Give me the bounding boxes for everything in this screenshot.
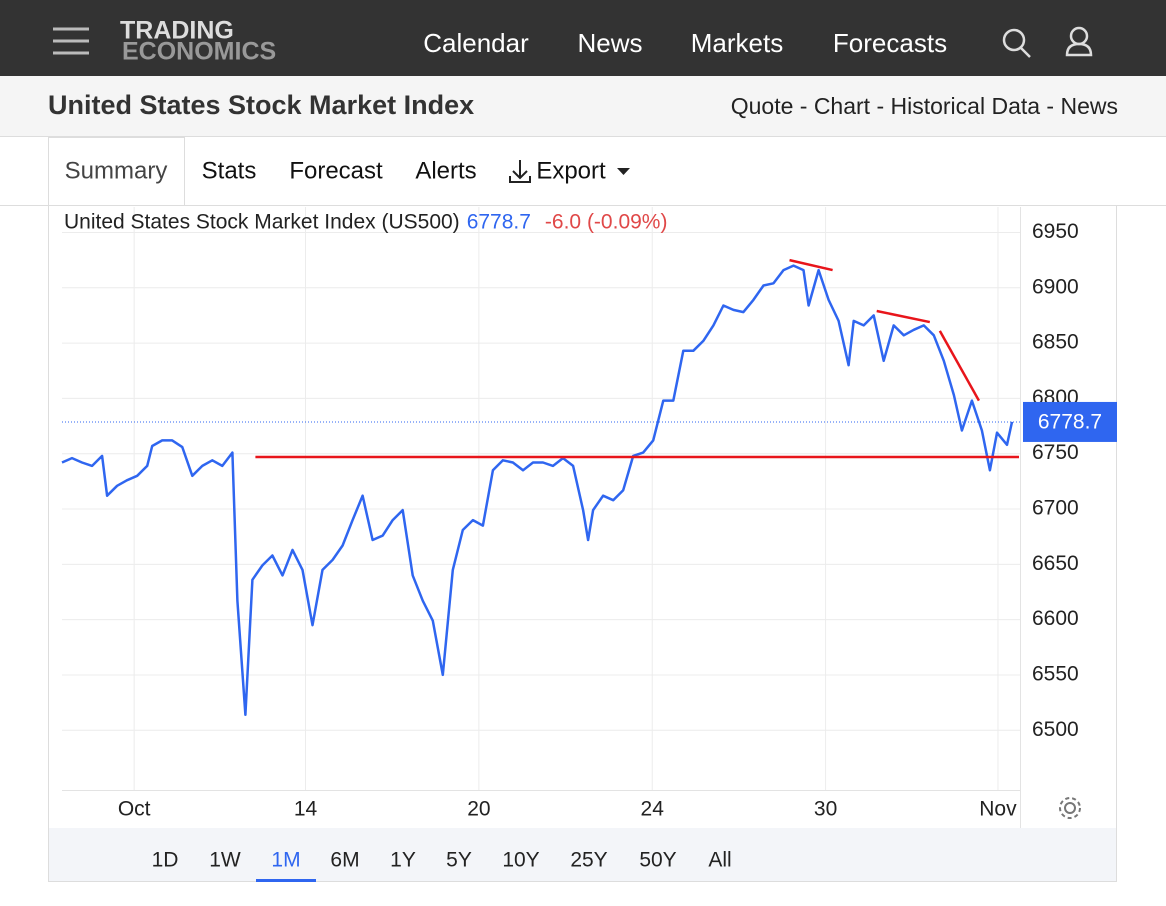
price-badge-label: 6778.7 (1038, 410, 1102, 433)
range-button[interactable]: 6M (330, 849, 359, 872)
trend-line (938, 330, 981, 402)
tab[interactable]: Forecast (289, 157, 383, 184)
nav-item[interactable]: News (577, 28, 642, 58)
x-tick-label: 24 (641, 798, 665, 821)
nav-item[interactable]: Markets (691, 28, 783, 58)
trend-line (876, 309, 931, 324)
change-label: -6.0 (-0.09%) (545, 211, 668, 234)
tab[interactable]: Stats (202, 157, 257, 184)
y-tick-label: 6900 (1032, 275, 1079, 298)
range-underline (256, 879, 316, 882)
x-tick-label: 14 (294, 798, 318, 821)
x-tick-label: Nov (979, 798, 1017, 821)
y-tick-label: 6700 (1032, 497, 1079, 520)
trend-line (789, 258, 833, 272)
nav-item[interactable]: Forecasts (833, 28, 947, 58)
range-button[interactable]: 50Y (639, 849, 676, 872)
y-tick-label: 6850 (1032, 331, 1079, 354)
chart-title: United States Stock Market Index (US500) (64, 211, 460, 234)
page-title: United States Stock Market Index (48, 90, 474, 120)
logo[interactable]: TRADING (120, 17, 234, 45)
range-button[interactable]: All (708, 849, 731, 872)
y-tick-label: 6650 (1032, 552, 1079, 575)
header-links[interactable]: Quote - Chart - Historical Data - News (731, 93, 1118, 119)
range-button[interactable]: 1D (152, 849, 179, 872)
y-tick-label: 6550 (1032, 662, 1079, 685)
tab[interactable]: Summary (65, 157, 168, 184)
range-button[interactable]: 1Y (390, 849, 416, 872)
chart-frame (48, 205, 1117, 882)
tab-gap (49, 200, 184, 208)
y-tick-label: 6950 (1032, 220, 1079, 243)
range-button[interactable]: 1M (271, 849, 300, 872)
price-badge (1023, 401, 1117, 442)
range-bar (49, 828, 1116, 881)
nav-item[interactable]: Calendar (423, 28, 529, 58)
user-icon[interactable] (1065, 26, 1093, 57)
nav-bar (0, 0, 1166, 76)
header-bar (0, 76, 1166, 136)
menu-icon[interactable] (53, 27, 89, 55)
price-line (61, 264, 1014, 717)
tab[interactable]: Alerts (415, 157, 476, 184)
active-tab (48, 137, 185, 206)
dropdown-arrow[interactable] (617, 168, 630, 175)
range-button[interactable]: 10Y (502, 849, 539, 872)
y-tick-label: 6750 (1032, 441, 1079, 464)
export-icon[interactable] (509, 160, 531, 183)
range-button[interactable]: 25Y (570, 849, 607, 872)
x-tick-label: Oct (118, 798, 151, 821)
tab[interactable]: Export (536, 157, 606, 184)
logo[interactable]: ECONOMICS (122, 38, 276, 66)
x-tick-label: 30 (814, 798, 837, 821)
x-tick-label: 20 (467, 798, 490, 821)
settings-icon[interactable] (1059, 797, 1081, 819)
search-icon[interactable] (1002, 28, 1031, 58)
last-value: 6778.7 (467, 211, 531, 234)
range-button[interactable]: 5Y (446, 849, 472, 872)
range-button[interactable]: 1W (209, 849, 241, 872)
y-tick-label: 6600 (1032, 607, 1079, 630)
y-tick-label: 6500 (1032, 718, 1079, 741)
